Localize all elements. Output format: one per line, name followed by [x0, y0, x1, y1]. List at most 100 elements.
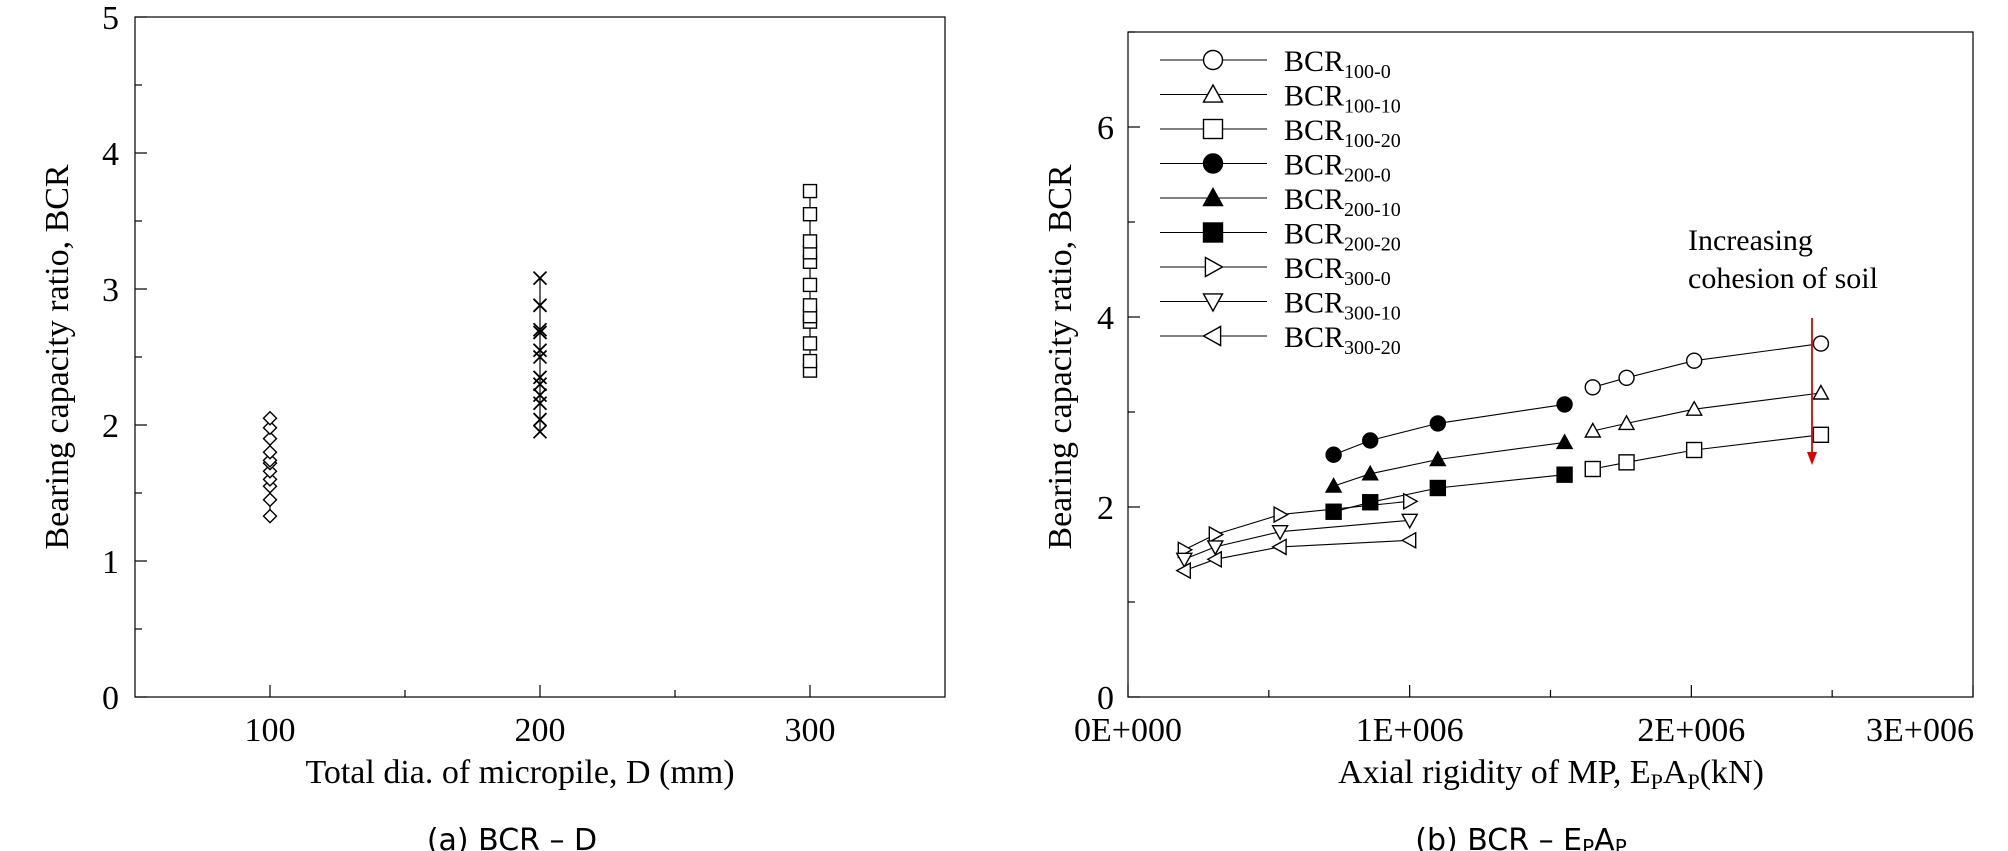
cohesion-arrow [1807, 318, 1817, 465]
data-point [1429, 479, 1447, 497]
data-point [1206, 550, 1223, 568]
data-point [1584, 460, 1601, 478]
legend-item-100-0: BCR100-0 [1160, 45, 1391, 83]
y-tick-label: 1 [102, 544, 119, 581]
legend-label: BCR200-10 [1284, 183, 1401, 221]
legend-item-300-0: BCR300-0 [1160, 252, 1391, 290]
data-point [802, 183, 818, 199]
data-point [1584, 379, 1601, 396]
data-point [1429, 415, 1447, 432]
data-point [1556, 396, 1573, 413]
data-point [532, 412, 548, 427]
data-point [262, 444, 278, 460]
series-line [1592, 343, 1821, 388]
data-point [262, 420, 278, 436]
legend-label: BCR300-10 [1284, 287, 1401, 325]
legend-item-300-10: BCR300-10 [1160, 287, 1401, 325]
legend-label: BCR100-0 [1284, 45, 1391, 83]
legend-label: BCR100-20 [1284, 114, 1401, 152]
y-tick-label: 4 [102, 136, 119, 173]
x-tick-label: 100 [245, 712, 296, 749]
series-200-0 [1325, 396, 1573, 463]
data-point [1361, 464, 1379, 481]
legend-marker [1202, 325, 1222, 347]
data-point [1685, 352, 1703, 369]
data-point [1584, 422, 1602, 438]
legend-marker [1202, 118, 1224, 140]
series-100-10 [1584, 384, 1830, 438]
legend-item-200-10: BCR200-10 [1160, 183, 1401, 221]
data-point [532, 322, 548, 337]
series-line [1184, 500, 1410, 551]
legend-item-100-20: BCR100-20 [1160, 114, 1401, 152]
legend-marker [1202, 49, 1224, 71]
legend-label: BCR100-10 [1284, 80, 1401, 118]
series-300-20 [1175, 531, 1417, 580]
x-tick-label: 200 [515, 712, 566, 749]
data-point [1400, 531, 1417, 549]
data-point [1812, 426, 1830, 443]
data-point [1402, 492, 1419, 510]
y-tick-label: 4 [1097, 300, 1114, 337]
annotation-line-2: cohesion of soil [1688, 262, 1878, 295]
x-tick-label: 0E+000 [1074, 712, 1182, 749]
chart-b-annotation: Increasing cohesion of soil [1688, 224, 1878, 295]
legend-item-200-20: BCR200-20 [1160, 218, 1401, 256]
data-point [262, 492, 278, 508]
series-100-0 [1584, 335, 1830, 396]
chart-b-xlabel: Axial rigidity of MP, EPAP(kN) [1338, 754, 1764, 794]
legend-marker [1202, 293, 1224, 313]
data-point [1325, 446, 1342, 463]
legend-marker [1202, 153, 1224, 174]
series-line [1333, 403, 1565, 456]
x-tick-label: 2E+006 [1637, 712, 1745, 749]
chart-a-caption: (a) BCR – D [427, 823, 597, 851]
legend-marker [1202, 187, 1224, 207]
data-point [1362, 494, 1379, 511]
data-point [1617, 414, 1636, 431]
series-line [1184, 519, 1410, 560]
data-point [1325, 503, 1342, 520]
data-point [1175, 561, 1192, 580]
legend-marker [1204, 256, 1224, 278]
chart-b-ylabel: Bearing capacity ratio, BCR [1042, 164, 1079, 550]
data-point [532, 370, 548, 385]
data-point [262, 463, 278, 479]
data-point [1555, 433, 1574, 450]
series-line [1333, 441, 1565, 487]
y-tick-label: 3 [102, 272, 119, 309]
chart-b-frame [1127, 31, 1974, 698]
legend-item-300-20: BCR300-20 [1160, 321, 1401, 359]
data-point [532, 424, 548, 439]
y-tick-label: 6 [1097, 110, 1114, 147]
data-point [262, 471, 278, 487]
data-point [1271, 538, 1287, 556]
data-point [532, 349, 548, 365]
chart-b-caption: (b) BCR – EPAP [1415, 823, 1627, 851]
y-tick-label: 5 [102, 0, 119, 37]
data-point [1812, 335, 1830, 352]
x-tick-label: 1E+006 [1356, 712, 1464, 749]
data-point [1362, 432, 1379, 449]
data-point [532, 343, 548, 358]
y-tick-label: 0 [102, 680, 119, 717]
data-point [1812, 384, 1830, 400]
series-300-0 [1177, 492, 1419, 559]
data-point [262, 431, 278, 447]
chart-a-ylabel: Bearing capacity ratio, BCR [39, 164, 76, 550]
arrow-head [1807, 452, 1817, 465]
legend-label: BCR200-20 [1284, 218, 1401, 256]
data-point [1208, 525, 1225, 544]
series-300-10 [1175, 513, 1419, 569]
data-point [262, 452, 278, 468]
data-point [1175, 552, 1193, 569]
data-point [1206, 540, 1224, 556]
data-point [1618, 454, 1635, 471]
data-point [802, 298, 818, 313]
data-point [532, 270, 548, 286]
data-point [1556, 466, 1573, 483]
series-200-20 [1325, 466, 1573, 520]
data-point [532, 377, 548, 392]
y-tick-label: 2 [1097, 490, 1114, 527]
